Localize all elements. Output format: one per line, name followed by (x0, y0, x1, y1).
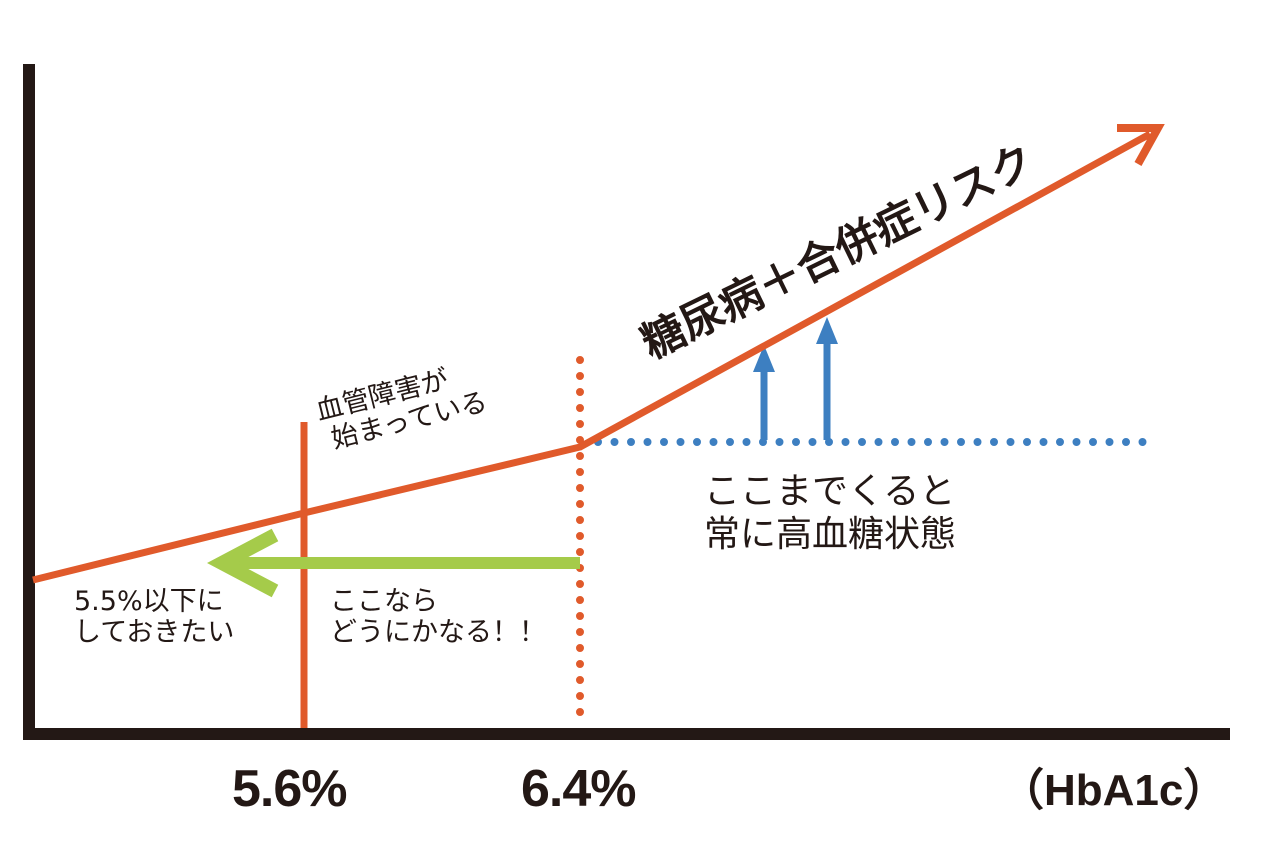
target-line1: 5.5%以下に (74, 586, 224, 617)
x-tick-5-6: 5.6% (232, 760, 348, 818)
recoverable-line2: どうにかなる！！ (330, 617, 546, 649)
recoverable-line1: ここなら (330, 586, 438, 617)
x-tick-6-4: 6.4% (521, 760, 637, 818)
risk-line (32, 130, 1152, 584)
target-note: 5.5%以下に しておきたい (74, 586, 234, 648)
up-arrow-icon (816, 317, 838, 440)
recoverable-note: ここなら どうにかなる！！ (330, 586, 546, 648)
up-arrow-icon (753, 345, 775, 440)
hyperglycemia-note: ここまでくると 常に高血糖状態 (704, 470, 956, 556)
left-arrow-icon (207, 528, 580, 598)
target-line2: しておきたい (74, 617, 235, 649)
x-axis-unit: （HbA1c） (1000, 766, 1228, 815)
hyperglycemia-line2: 常に高血糖状態 (704, 514, 957, 556)
hyperglycemia-line1: ここまでくると (704, 471, 956, 512)
arrow-head-icon (1117, 124, 1165, 166)
